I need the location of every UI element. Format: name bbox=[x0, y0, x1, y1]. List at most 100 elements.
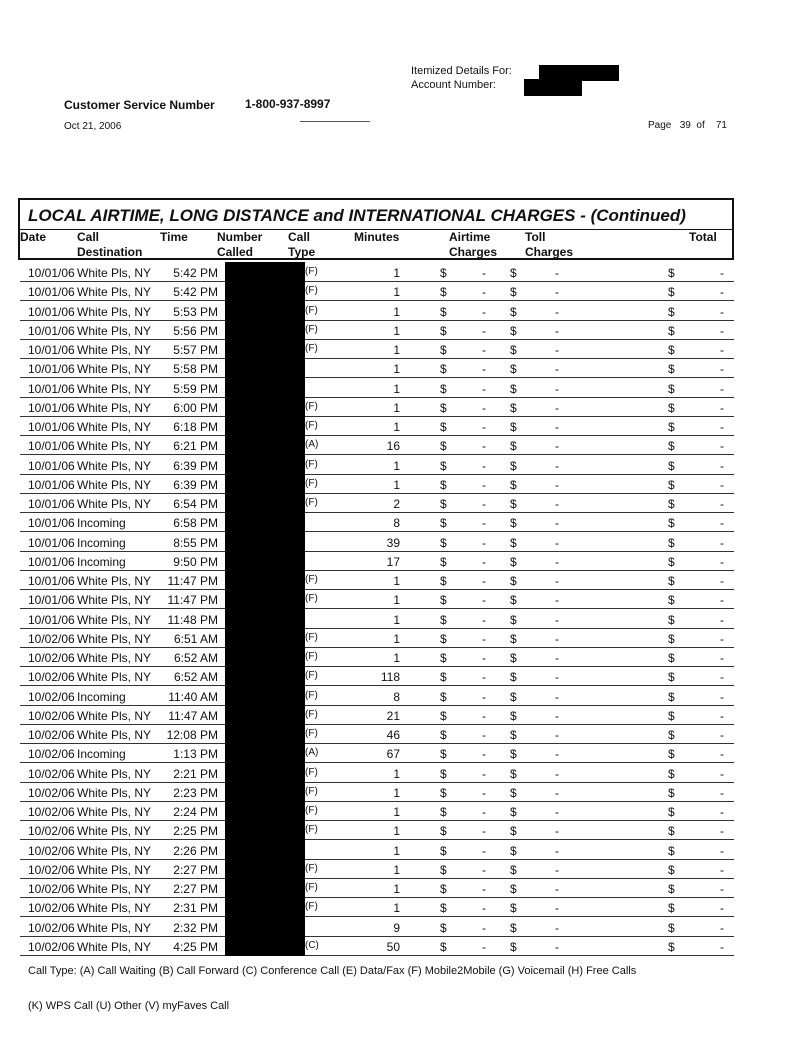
cell-call-type: (F) bbox=[305, 901, 318, 913]
cell-airtime-value: - bbox=[482, 400, 486, 415]
redacted-number-called-column bbox=[225, 262, 305, 956]
cell-toll-value: - bbox=[555, 439, 559, 454]
cell-call-type: (F) bbox=[305, 400, 318, 412]
table-row: 10/02/06 White Pls, NY 6:52 AM (F) 1 $ - $ - $ - bbox=[20, 647, 734, 667]
cell-toll-value: - bbox=[555, 689, 559, 704]
cell-total-value: - bbox=[720, 766, 724, 781]
cell-toll-value: - bbox=[555, 901, 559, 916]
cell-total-value: - bbox=[720, 497, 724, 511]
cell-date: 10/02/06 bbox=[28, 805, 75, 819]
cell-total-dollar: $ bbox=[668, 400, 675, 415]
cell-call-type: (F) bbox=[305, 593, 318, 605]
cell-time: 6:58 PM bbox=[173, 516, 218, 531]
cell-minutes: 1 bbox=[393, 651, 400, 665]
cell-destination: Incoming bbox=[77, 689, 126, 704]
cell-toll-dollar: $ bbox=[510, 439, 517, 454]
cell-minutes: 17 bbox=[386, 554, 400, 569]
column-header-date: Date bbox=[20, 230, 47, 244]
cell-minutes: 1 bbox=[393, 343, 400, 357]
cell-airtime-value: - bbox=[482, 728, 486, 742]
cell-date: 10/01/06 bbox=[28, 516, 75, 531]
cell-date: 10/01/06 bbox=[28, 323, 75, 338]
cell-date: 10/02/06 bbox=[28, 785, 75, 800]
cell-airtime-dollar: $ bbox=[440, 785, 447, 800]
table-row: 10/02/06 White Pls, NY 12:08 PM (F) 46 $ - $ - $ - bbox=[20, 724, 734, 744]
cell-minutes: 1 bbox=[393, 477, 400, 492]
cell-airtime-value: - bbox=[482, 651, 486, 665]
cell-toll-value: - bbox=[555, 400, 559, 415]
table-row: 10/02/06 White Pls, NY 2:24 PM (F) 1 $ - $ - $ - bbox=[20, 801, 734, 821]
cell-minutes: 1 bbox=[393, 824, 400, 839]
cell-toll-dollar: $ bbox=[510, 785, 517, 800]
cell-toll-dollar: $ bbox=[510, 381, 517, 396]
cell-airtime-value: - bbox=[482, 689, 486, 704]
cell-total-value: - bbox=[720, 285, 724, 300]
column-header-destination: Call Destination bbox=[77, 230, 143, 259]
cell-call-type: (F) bbox=[305, 689, 318, 701]
cell-date: 10/01/06 bbox=[28, 574, 75, 588]
cell-call-type: (F) bbox=[305, 670, 318, 682]
cell-destination: White Pls, NY bbox=[77, 708, 152, 723]
cell-airtime-dollar: $ bbox=[440, 612, 447, 627]
cell-total-value: - bbox=[720, 747, 724, 762]
table-row: 10/02/06 White Pls, NY 11:47 AM (F) 21 $ - $ - $ - bbox=[20, 705, 734, 725]
cell-toll-value: - bbox=[555, 266, 559, 280]
cell-total-value: - bbox=[720, 920, 724, 935]
cell-toll-dollar: $ bbox=[510, 420, 517, 434]
cell-airtime-dollar: $ bbox=[440, 439, 447, 454]
page-of: of bbox=[696, 120, 705, 131]
cell-time: 2:25 PM bbox=[173, 824, 218, 839]
cell-date: 10/01/06 bbox=[28, 458, 75, 473]
table-row: 10/02/06 Incoming 1:13 PM (A) 67 $ - $ - $ - bbox=[20, 743, 734, 764]
column-header-total: Total bbox=[689, 230, 717, 244]
cell-total-dollar: $ bbox=[668, 651, 675, 665]
cell-total-value: - bbox=[720, 458, 724, 473]
cell-date: 10/01/06 bbox=[28, 362, 75, 377]
cell-toll-dollar: $ bbox=[510, 266, 517, 280]
cell-call-type: (F) bbox=[305, 882, 318, 893]
cell-toll-dollar: $ bbox=[510, 574, 517, 588]
cell-toll-dollar: $ bbox=[510, 631, 517, 646]
cell-destination: White Pls, NY bbox=[77, 323, 152, 338]
cell-total-value: - bbox=[720, 516, 724, 531]
cell-airtime-value: - bbox=[482, 477, 486, 492]
cell-airtime-value: - bbox=[482, 535, 486, 550]
cell-airtime-dollar: $ bbox=[440, 266, 447, 280]
cell-time: 6:39 PM bbox=[173, 477, 218, 492]
cell-call-type: (F) bbox=[305, 477, 318, 489]
cell-time: 2:27 PM bbox=[173, 882, 218, 896]
cell-date: 10/02/06 bbox=[28, 824, 75, 839]
table-row: 10/02/06 White Pls, NY 2:27 PM (F) 1 $ - $ - $ - bbox=[20, 859, 734, 879]
cell-toll-dollar: $ bbox=[510, 901, 517, 916]
customer-service-number: 1-800-937-8997 bbox=[245, 97, 331, 111]
cell-time: 6:39 PM bbox=[173, 458, 218, 473]
cell-time: 12:08 PM bbox=[166, 728, 218, 742]
cell-airtime-dollar: $ bbox=[440, 477, 447, 492]
cell-total-dollar: $ bbox=[668, 747, 675, 762]
cell-minutes: 1 bbox=[393, 901, 400, 916]
cell-minutes: 1 bbox=[393, 362, 400, 377]
cell-airtime-dollar: $ bbox=[440, 304, 447, 319]
cell-total-value: - bbox=[720, 882, 724, 896]
cell-airtime-value: - bbox=[482, 343, 486, 357]
cell-date: 10/01/06 bbox=[28, 554, 75, 569]
cell-time: 5:56 PM bbox=[173, 323, 218, 338]
cell-total-value: - bbox=[720, 689, 724, 704]
cell-airtime-dollar: $ bbox=[440, 766, 447, 781]
cell-toll-dollar: $ bbox=[510, 862, 517, 877]
cell-total-dollar: $ bbox=[668, 458, 675, 473]
cell-destination: White Pls, NY bbox=[77, 805, 152, 819]
cell-destination: White Pls, NY bbox=[77, 785, 152, 800]
cell-toll-value: - bbox=[555, 805, 559, 819]
cell-time: 5:42 PM bbox=[173, 285, 218, 300]
cell-airtime-value: - bbox=[482, 631, 486, 646]
cell-airtime-dollar: $ bbox=[440, 516, 447, 531]
table-row: 10/02/06 Incoming 11:40 AM (F) 8 $ - $ - $ - bbox=[20, 686, 734, 706]
table-row: 10/02/06 White Pls, NY 2:27 PM (F) 1 $ - $ - $ - bbox=[20, 878, 734, 898]
cell-toll-dollar: $ bbox=[510, 805, 517, 819]
cell-date: 10/02/06 bbox=[28, 728, 75, 742]
cell-time: 2:27 PM bbox=[173, 862, 218, 877]
cell-destination: Incoming bbox=[77, 747, 126, 762]
cell-toll-value: - bbox=[555, 323, 559, 338]
cell-time: 11:40 AM bbox=[168, 689, 218, 704]
